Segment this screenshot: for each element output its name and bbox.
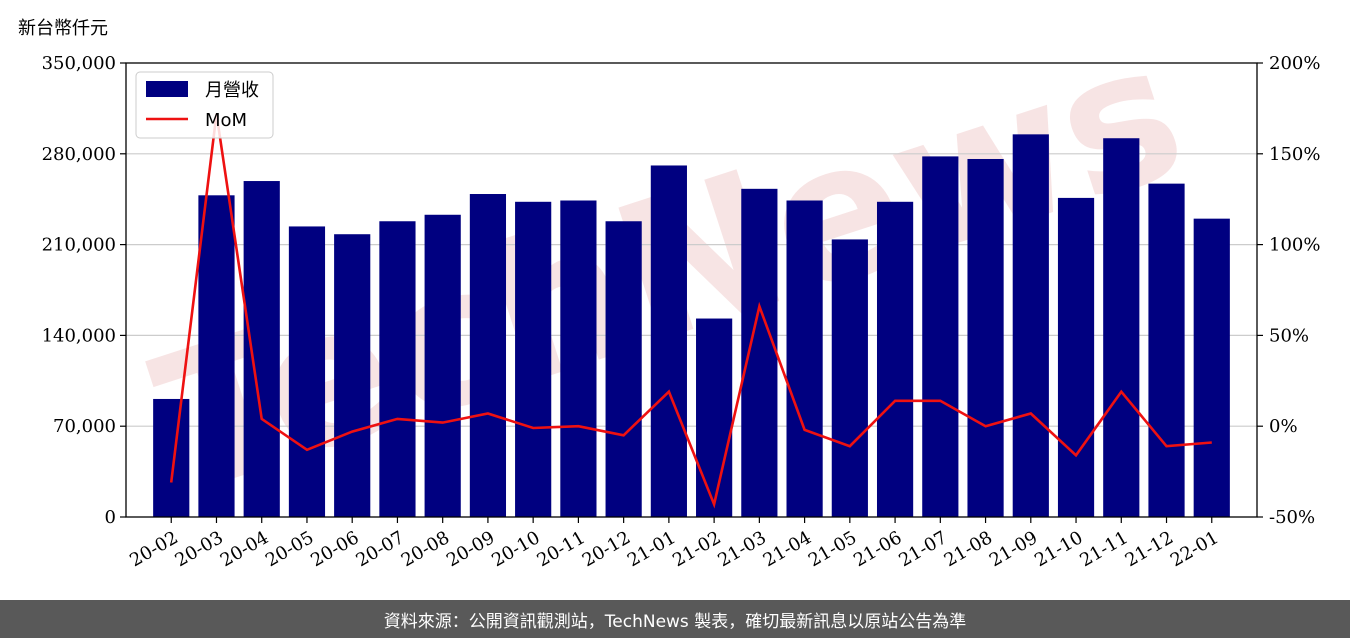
bar-20-12 [605,221,642,517]
x-tick-label-21-08: 21-08 [941,527,996,571]
x-tick-label-20-05: 20-05 [262,527,317,571]
x-tick-label-21-11: 21-11 [1076,527,1131,571]
x-tick-label-20-12: 20-12 [579,527,634,571]
bar-21-12 [1148,183,1185,518]
x-tick-label-20-10: 20-10 [488,527,543,571]
bar-20-04 [243,181,280,518]
bar-21-08 [967,158,1004,517]
x-tick-label-21-05: 21-05 [805,527,860,571]
bar-21-03 [741,188,778,517]
left-tick-label-4: 280,000 [42,144,116,165]
x-tick-label-21-04: 21-04 [760,527,815,571]
bar-21-09 [1012,134,1049,518]
x-tick-label-21-09: 21-09 [986,527,1041,571]
x-tick-label-20-06: 20-06 [307,527,362,571]
right-tick-label-4: 150% [1269,144,1320,165]
left-tick-label-0: 0 [105,507,116,528]
right-tick-label-2: 50% [1269,325,1309,346]
x-tick-label-21-10: 21-10 [1031,527,1086,571]
right-tick-label-1: 0% [1269,416,1298,437]
y-axis-unit-label: 新台幣仟元 [18,18,108,39]
source-footer-text: 資料來源：公開資訊觀測站，TechNews 製表，確切最新訊息以原站公告為準 [383,611,967,632]
x-tick-label-21-06: 21-06 [850,527,905,571]
x-tick-label-21-01: 21-01 [624,527,679,571]
bar-21-04 [786,200,823,518]
bar-20-09 [469,194,507,518]
bar-21-01 [650,165,687,517]
bar-20-05 [288,226,326,517]
x-tick-label-21-12: 21-12 [1122,527,1177,571]
source-footer: 資料來源：公開資訊觀測站，TechNews 製表，確切最新訊息以原站公告為準 [0,600,1350,638]
left-tick-label-1: 70,000 [53,416,116,437]
bar-20-08 [424,214,461,517]
right-tick-label-5: 200% [1269,53,1320,74]
bar-21-05 [831,239,868,517]
mom-line-series [169,113,1212,509]
legend-label-revenue: 月營收 [205,80,259,101]
x-tick-label-21-03: 21-03 [714,527,769,571]
x-tick-label-20-11: 20-11 [533,527,588,571]
right-tick-label-0: -50% [1269,507,1315,528]
left-tick-label-5: 350,000 [42,53,116,74]
revenue-chart: TechNews 070,000140,000210,000280,000350… [42,0,1321,571]
legend-swatch-bar [146,81,188,97]
bar-22-01 [1193,218,1230,517]
plot-frame [125,62,1258,518]
bar-20-11 [560,200,597,518]
right-tick-label-3: 100% [1269,235,1320,256]
bar-series [153,134,1230,518]
bar-21-10 [1057,197,1095,517]
bar-20-07 [379,221,416,517]
bar-20-06 [334,234,371,518]
left-tick-label-2: 140,000 [42,325,116,346]
legend: 月營收 MoM [135,71,274,139]
x-tick-label-21-07: 21-07 [895,527,950,571]
x-tick-label-20-04: 20-04 [217,527,272,571]
x-tick-label-21-02: 21-02 [669,527,724,571]
legend-label-mom: MoM [205,110,247,131]
bar-21-07 [922,156,959,517]
left-tick-label-3: 210,000 [42,235,116,256]
bar-21-06 [876,201,914,517]
x-tick-label-20-02: 20-02 [126,527,181,571]
bar-20-10 [515,201,552,517]
mom-line [169,113,1212,509]
bar-21-02 [696,318,733,517]
bar-21-11 [1103,138,1140,517]
x-tick-label-20-08: 20-08 [398,527,453,571]
x-tick-label-20-07: 20-07 [353,527,408,571]
x-tick-label-20-09: 20-09 [443,527,498,571]
x-tick-label-22-01: 22-01 [1167,527,1222,571]
bar-20-02 [153,398,190,517]
bar-20-03 [198,195,235,517]
